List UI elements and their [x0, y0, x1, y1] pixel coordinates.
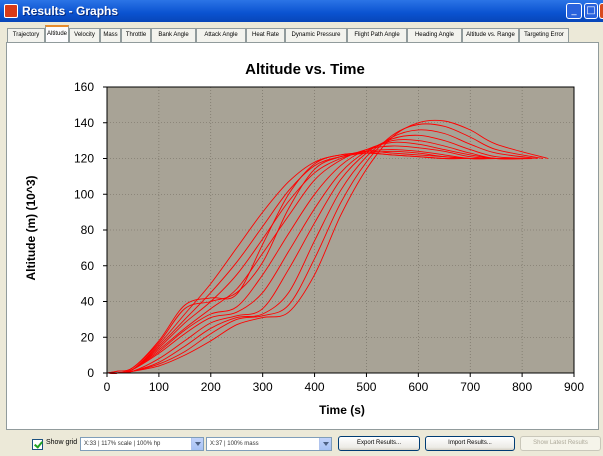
x-tick-label: 600	[408, 380, 428, 394]
x-tick-label: 900	[564, 380, 584, 394]
tab-throttle[interactable]: Throttle	[121, 28, 151, 42]
y-tick-label: 100	[74, 187, 94, 201]
y-tick-label: 160	[74, 80, 94, 94]
x-tick-label: 100	[149, 380, 169, 394]
series-line	[106, 119, 549, 374]
x-tick-label: 400	[305, 380, 325, 394]
y-tick-label: 60	[81, 259, 95, 273]
close-button[interactable]	[599, 3, 603, 19]
tab-targeting-error[interactable]: Targeting Error	[519, 28, 569, 42]
y-series-select-value: X:37 | 100% mass	[210, 441, 259, 447]
y-tick-label: 40	[81, 295, 95, 309]
tab-strip: Trajectory Altitude Velocity Mass Thrott…	[7, 24, 603, 42]
x-axis-label: Time (s)	[319, 403, 365, 417]
altitude-chart: Altitude vs. Time 0 100 200 300 400 500 600 700…	[24, 61, 584, 417]
y-tick-label: 140	[74, 116, 94, 130]
window-title: Results - Graphs	[22, 4, 119, 18]
series-line	[106, 150, 523, 374]
chevron-down-icon[interactable]	[319, 438, 331, 450]
tab-dynamic-pressure[interactable]: Dynamic Pressure	[285, 28, 347, 42]
y-tick-label: 80	[81, 223, 95, 237]
series-line	[106, 145, 528, 374]
series-line	[106, 149, 523, 374]
series-line	[106, 129, 538, 374]
y-tick-label: 0	[87, 366, 94, 380]
series-line	[106, 141, 528, 374]
show-grid-label: Show grid	[46, 439, 78, 446]
tab-flight-path-angle[interactable]: Flight Path Angle	[347, 28, 407, 42]
minimize-button[interactable]: _	[566, 3, 582, 19]
y-axis-label: Altitude (m) (10^3)	[24, 175, 38, 280]
x-tick-label: 0	[104, 380, 111, 394]
tab-altitude[interactable]: Altitude	[45, 25, 69, 42]
x-tick-label: 700	[460, 380, 480, 394]
tab-velocity[interactable]: Velocity	[69, 28, 100, 42]
y-tick-label: 20	[81, 330, 95, 344]
series-line	[106, 139, 533, 374]
x-tick-label: 300	[253, 380, 273, 394]
x-series-select[interactable]: X:33 | 117% scale | 100% hp	[80, 437, 204, 451]
series-line	[106, 152, 523, 374]
tab-bank-angle[interactable]: Bank Angle	[151, 28, 196, 42]
y-tick-label: 120	[74, 152, 94, 166]
export-results-button[interactable]: Export Results...	[338, 436, 420, 451]
app-icon	[4, 4, 18, 18]
x-tick-label: 200	[201, 380, 221, 394]
tab-heading-angle[interactable]: Heading Angle	[407, 28, 462, 42]
chevron-down-icon[interactable]	[191, 438, 203, 450]
series-line	[106, 134, 533, 374]
plot-area	[107, 87, 574, 373]
y-series-select[interactable]: X:37 | 100% mass	[206, 437, 332, 451]
series-line	[106, 123, 543, 374]
tab-mass[interactable]: Mass	[100, 28, 121, 42]
tab-trajectory[interactable]: Trajectory	[7, 28, 45, 42]
tab-altitude-vs-range[interactable]: Altitude vs. Range	[462, 28, 519, 42]
title-bar: Results - Graphs _ □	[0, 0, 603, 22]
tab-attack-angle[interactable]: Attack Angle	[196, 28, 246, 42]
import-results-button[interactable]: Import Results...	[425, 436, 515, 451]
maximize-button[interactable]: □	[584, 3, 598, 19]
graph-panel: Altitude vs. Time 0 100 200 300 400 500 600 700…	[6, 42, 599, 430]
tab-heat-rate[interactable]: Heat Rate	[246, 28, 285, 42]
x-tick-label: 800	[512, 380, 532, 394]
chart-title: Altitude vs. Time	[245, 61, 365, 78]
show-grid-checkbox[interactable]	[32, 439, 43, 450]
show-latest-results-button[interactable]: Show Latest Results	[520, 436, 601, 451]
x-tick-label: 500	[356, 380, 376, 394]
x-series-select-value: X:33 | 117% scale | 100% hp	[84, 441, 161, 447]
